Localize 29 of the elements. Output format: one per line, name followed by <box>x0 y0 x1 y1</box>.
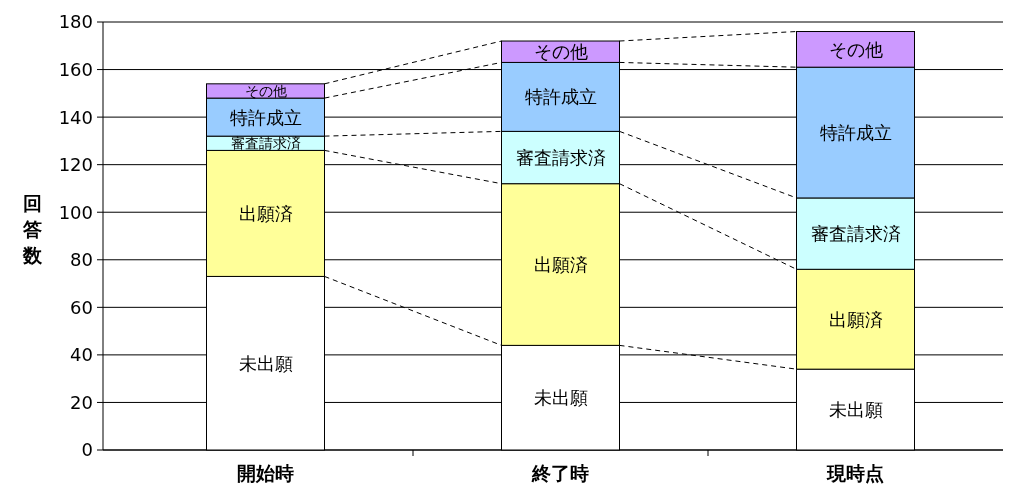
text: 審査請求済 <box>515 147 606 169</box>
text: 出願済 <box>828 308 883 330</box>
x-tick-label: 開始時 <box>237 462 294 484</box>
text: その他 <box>244 82 287 99</box>
text: その他 <box>828 38 883 60</box>
series-label: 審査請求済 <box>230 135 301 152</box>
text: 審査請求済 <box>810 223 901 245</box>
text: 未出願 <box>238 352 293 374</box>
y-tick-label: 140 <box>58 106 93 128</box>
series-label: 特許成立 <box>229 106 302 128</box>
y-tick-label: 160 <box>58 59 93 81</box>
x-tick-label: 現時点 <box>826 462 884 484</box>
y-tick-label: 120 <box>58 154 93 176</box>
series-label: 未出願 <box>828 399 883 421</box>
y-axis-title: 回答数 <box>21 192 43 266</box>
series-label: その他 <box>533 41 588 63</box>
text: 特許成立 <box>819 122 892 144</box>
y-tick-label: 40 <box>70 344 93 366</box>
y-tick-label: 80 <box>70 249 93 271</box>
y-tick-label: 20 <box>70 391 93 413</box>
text: 未出願 <box>533 387 588 409</box>
y-tick-label: 100 <box>58 201 93 223</box>
text: 出願済 <box>533 254 588 276</box>
y-tick-label: 180 <box>58 11 93 33</box>
y-tick-label: 0 <box>81 439 93 461</box>
y-tick-label: 60 <box>70 296 93 318</box>
x-tick-label: 終了時 <box>531 462 589 484</box>
text: 特許成立 <box>524 86 597 108</box>
series-label: 出願済 <box>238 202 293 224</box>
